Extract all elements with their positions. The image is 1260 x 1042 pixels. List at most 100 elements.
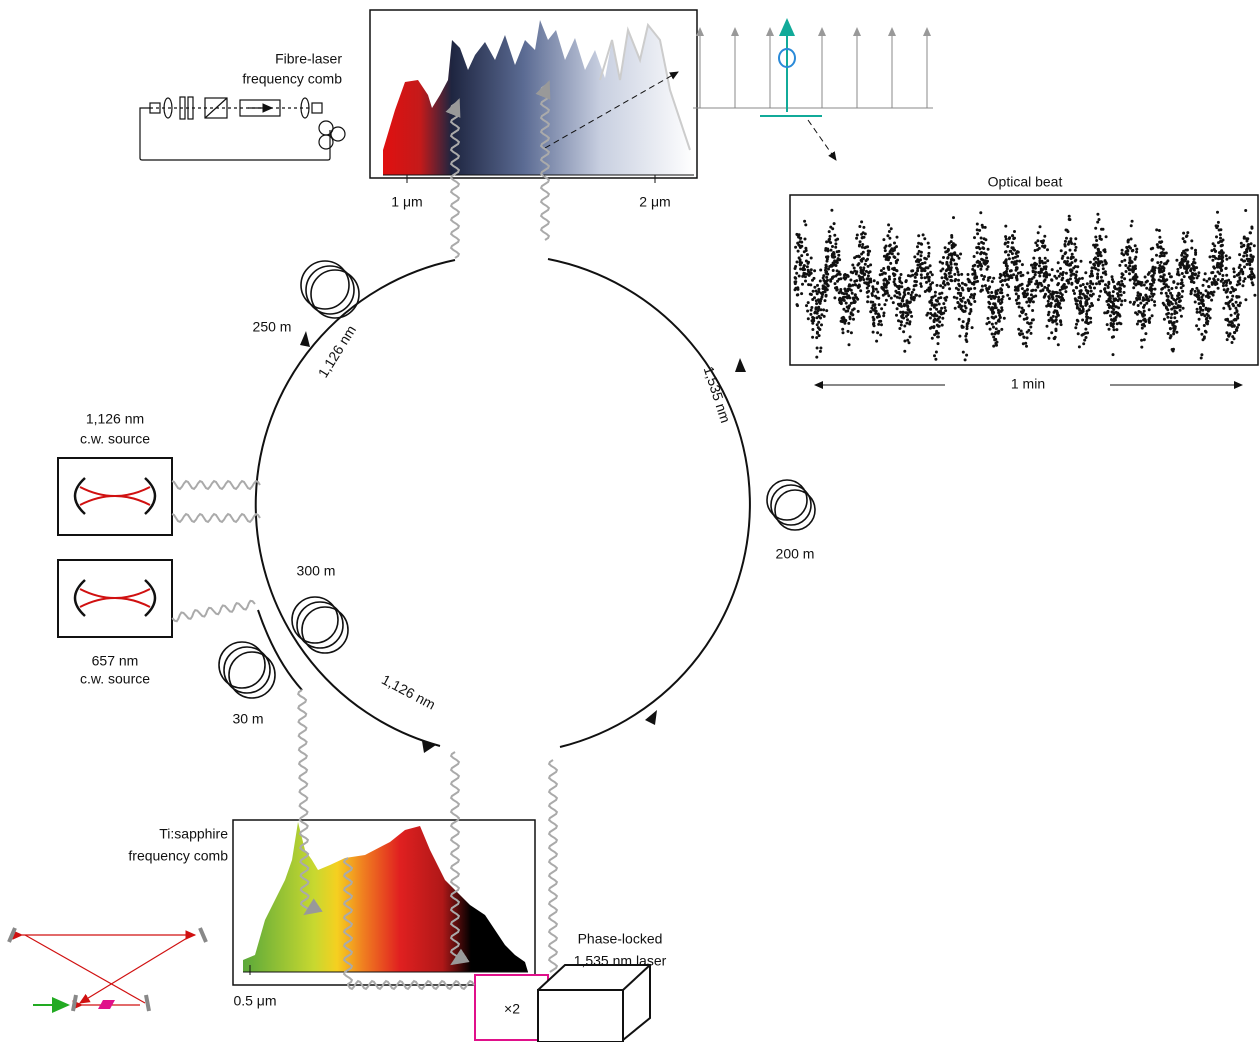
- beat-dot: [935, 314, 938, 317]
- beat-dot: [1173, 312, 1176, 315]
- beat-dot: [888, 237, 891, 240]
- beat-dot: [1178, 300, 1181, 303]
- beat-dot: [1232, 289, 1235, 292]
- beat-dot: [1024, 313, 1027, 316]
- beat-dot: [1009, 274, 1012, 277]
- beat-dot: [1098, 218, 1101, 221]
- beat-dot: [1045, 271, 1048, 274]
- optical-link: [172, 481, 260, 489]
- beat-dot: [1186, 271, 1189, 274]
- beat-dot: [1226, 338, 1229, 341]
- beat-dot: [940, 292, 943, 295]
- beat-dot: [1217, 221, 1220, 224]
- beat-dot: [996, 341, 999, 344]
- beat-dot: [1195, 324, 1198, 327]
- beat-dot: [1180, 295, 1183, 298]
- beat-dot: [815, 290, 818, 293]
- beat-dot: [877, 323, 880, 326]
- beat-dot: [1064, 287, 1067, 290]
- beat-dot: [1184, 249, 1187, 252]
- beat-dot: [816, 284, 819, 287]
- beat-dot: [902, 295, 905, 298]
- beat-dot: [1026, 289, 1029, 292]
- beat-dot: [797, 250, 800, 253]
- beat-dot: [857, 262, 860, 265]
- beat-dot: [805, 260, 808, 263]
- beat-dot: [999, 280, 1002, 283]
- beat-dot: [1038, 275, 1041, 278]
- beat-dot: [973, 287, 976, 290]
- beat-dot: [941, 312, 944, 315]
- beat-dot: [1202, 284, 1205, 287]
- axis-label: 1 μm: [391, 194, 422, 210]
- beat-dot: [1190, 239, 1193, 242]
- beat-dot: [899, 280, 902, 283]
- beat-dot: [1055, 323, 1058, 326]
- beat-dot: [1250, 270, 1253, 273]
- beat-dot: [1085, 321, 1088, 324]
- beat-dot: [1217, 287, 1220, 290]
- beat-dot: [1047, 337, 1050, 340]
- beat-dot: [1239, 270, 1242, 273]
- beat-dot: [1107, 293, 1110, 296]
- beat-dot: [1074, 259, 1077, 262]
- beat-dot: [1131, 267, 1134, 270]
- beat-dot: [924, 261, 927, 264]
- beat-dot: [949, 269, 952, 272]
- beat-dot: [808, 274, 811, 277]
- beat-dot: [1018, 260, 1021, 263]
- beat-dot: [1167, 295, 1170, 298]
- beat-dot: [1216, 225, 1219, 228]
- beat-dot: [815, 302, 818, 305]
- beat-dot: [997, 318, 1000, 321]
- beat-dot: [933, 315, 936, 318]
- beat-dot: [1026, 331, 1029, 334]
- beat-dot: [953, 296, 956, 299]
- beat-dot: [988, 321, 991, 324]
- beat-dot: [1030, 264, 1033, 267]
- beat-dot: [795, 233, 798, 236]
- beat-dot: [1214, 275, 1217, 278]
- beat-dot: [1216, 266, 1219, 269]
- beat-dot: [1161, 287, 1164, 290]
- beat-dot: [798, 275, 801, 278]
- beat-dot: [896, 236, 899, 239]
- beat-dot: [895, 314, 898, 317]
- beat-dot: [1245, 254, 1248, 257]
- beat-dot: [849, 279, 852, 282]
- beat-dot: [806, 310, 809, 313]
- beat-dot: [1224, 267, 1227, 270]
- beat-dot: [836, 238, 839, 241]
- beat-dot: [845, 302, 848, 305]
- beat-dot: [1205, 280, 1208, 283]
- beat-dot: [826, 288, 829, 291]
- beat-dot: [1123, 259, 1126, 262]
- beat-dot: [867, 250, 870, 253]
- beat-dot: [832, 262, 835, 265]
- beat-dot: [928, 246, 931, 249]
- beat-dot: [1029, 326, 1032, 329]
- beat-dot: [908, 288, 911, 291]
- beat-dot: [842, 308, 845, 311]
- beat-dot: [1016, 255, 1019, 258]
- beat-dot: [1244, 298, 1247, 301]
- beat-dot: [836, 261, 839, 264]
- beat-dot: [1180, 278, 1183, 281]
- beat-dot: [799, 246, 802, 249]
- beat-dot: [1017, 297, 1020, 300]
- beat-dot: [1229, 332, 1232, 335]
- beat-dot: [979, 268, 982, 271]
- beat-dot: [976, 232, 979, 235]
- beat-dot: [1121, 283, 1124, 286]
- beat-dot: [955, 263, 958, 266]
- beat-dot: [966, 325, 969, 328]
- beat-dot: [1167, 332, 1170, 335]
- beat-dot: [1173, 306, 1176, 309]
- beat-dot: [1005, 264, 1008, 267]
- beat-dot: [1249, 231, 1252, 234]
- beat-dot: [1050, 302, 1053, 305]
- beat-dot: [969, 296, 972, 299]
- beat-dot: [1100, 276, 1103, 279]
- beat-dot: [859, 266, 862, 269]
- beat-dot: [1085, 315, 1088, 318]
